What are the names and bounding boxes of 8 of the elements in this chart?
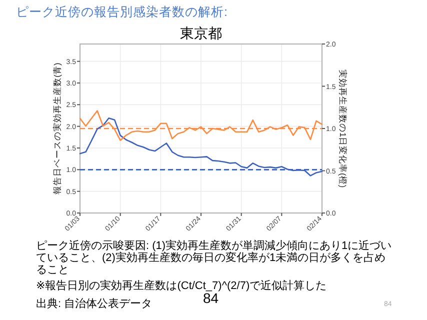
source-note: 出典: 自治体公表データ <box>36 297 152 311</box>
y-axis-title: 報告日ベースの実効再生産数(青) <box>52 62 62 194</box>
text: ピーク近傍の示唆要因: (1)実効再生産数が単調減少傾向にあり1に近づいていること、(2)実効再生産数の毎日の変化率が1未満の日が多くを占めること <box>36 240 393 276</box>
text: 84 <box>203 290 219 306</box>
chart-subtitle: 東京都 <box>179 25 223 43</box>
text: ※報告日別の実効再生産数は(Ct/Ct_7)^(2/7)で近似計算した <box>36 278 327 293</box>
y2-axis-title: 実効再生産数の1日変化率(橙) <box>338 69 348 188</box>
chart-title: ピーク近傍の報告別感染者数の解析: <box>16 4 228 21</box>
